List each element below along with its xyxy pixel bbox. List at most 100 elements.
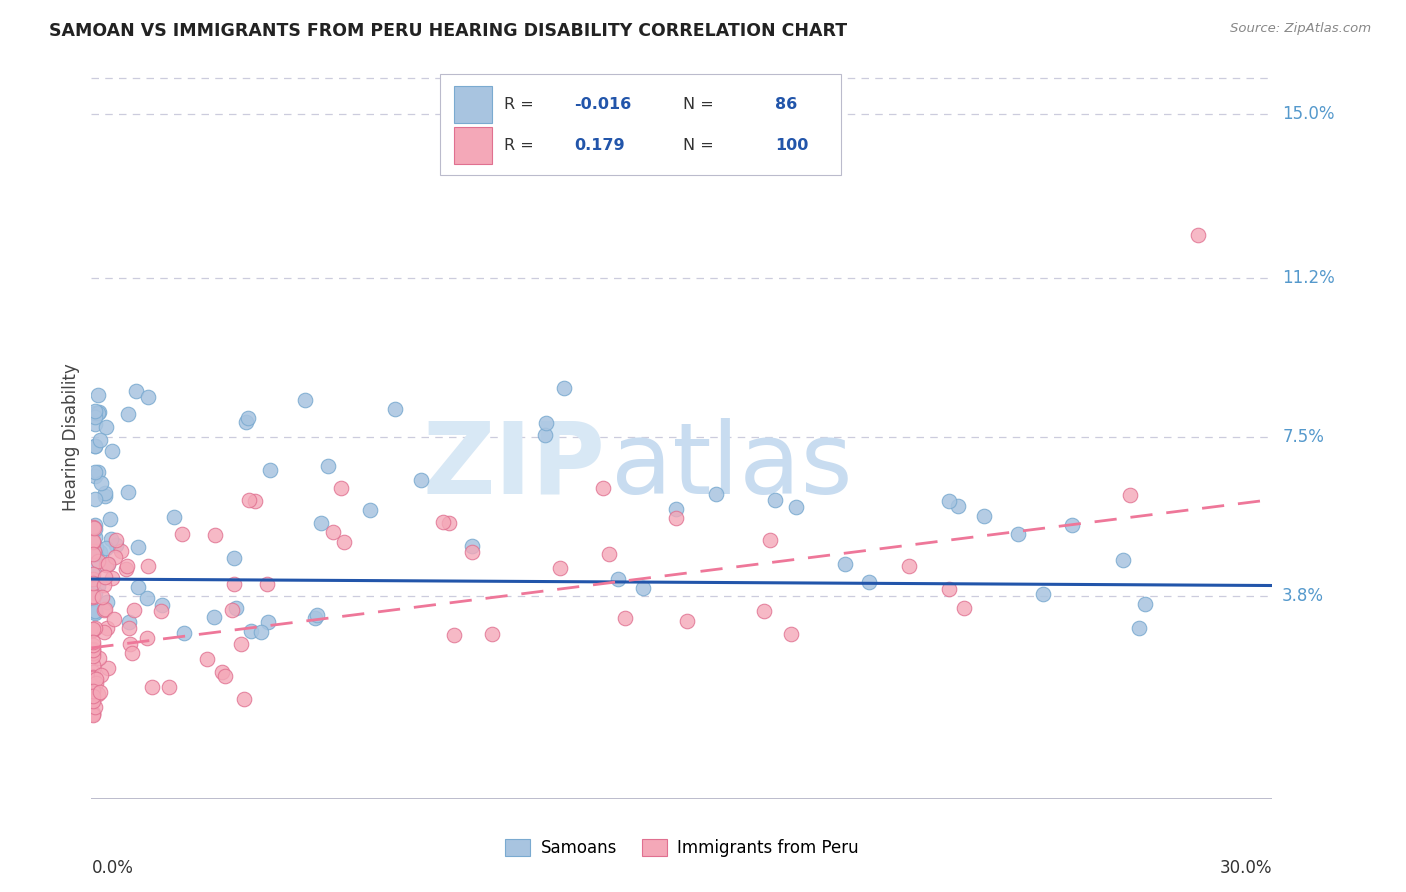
Point [82, 622, 104, 636]
Point [938, 493, 960, 508]
Text: R =: R = [503, 96, 533, 112]
Point [259, 463, 281, 477]
Point [82, 658, 104, 673]
Point [86, 687, 108, 701]
Point [82, 623, 104, 637]
Point [1119, 488, 1142, 502]
Point [236, 411, 259, 425]
Point [84, 586, 107, 600]
Text: atlas: atlas [612, 417, 852, 515]
Point [780, 627, 803, 641]
Text: 7.5%: 7.5% [1282, 428, 1324, 446]
Point [83, 621, 105, 635]
Point [606, 572, 628, 586]
Point [136, 390, 159, 404]
Point [461, 539, 484, 553]
Point [94, 570, 117, 584]
Point [1032, 587, 1054, 601]
Point [136, 591, 159, 605]
Point [1187, 227, 1209, 242]
Point [82, 590, 104, 604]
Point [439, 516, 461, 531]
Point [86, 672, 108, 686]
FancyBboxPatch shape [440, 74, 841, 175]
Point [82, 638, 104, 652]
Point [553, 381, 575, 395]
Point [117, 484, 139, 499]
Point [87, 388, 110, 402]
Point [118, 615, 141, 629]
Point [953, 600, 976, 615]
Point [973, 508, 995, 523]
Point [117, 407, 139, 421]
Point [84, 439, 107, 453]
Y-axis label: Hearing Disability: Hearing Disability [62, 363, 80, 511]
Point [89, 651, 111, 665]
Point [534, 428, 557, 442]
Point [83, 544, 105, 558]
Point [82, 691, 104, 706]
Point [82, 535, 104, 549]
Text: ZIP: ZIP [422, 417, 605, 515]
Point [97, 558, 120, 572]
Point [90, 476, 112, 491]
Point [150, 604, 173, 618]
Point [481, 627, 503, 641]
Point [122, 603, 145, 617]
Text: 86: 86 [775, 96, 797, 112]
Point [946, 500, 969, 514]
Point [785, 500, 807, 514]
Text: 15.0%: 15.0% [1282, 105, 1334, 123]
Point [82, 643, 104, 657]
Point [127, 580, 149, 594]
Point [704, 487, 727, 501]
Point [87, 554, 110, 568]
Bar [454, 86, 492, 122]
Point [120, 637, 142, 651]
Text: 0.179: 0.179 [575, 137, 626, 153]
Point [82, 689, 104, 703]
Point [82, 547, 104, 561]
Point [82, 572, 104, 586]
Point [84, 606, 107, 620]
Point [232, 691, 254, 706]
Point [136, 558, 159, 573]
Point [93, 486, 115, 500]
Point [125, 384, 148, 398]
Text: 30.0%: 30.0% [1220, 859, 1272, 877]
Point [82, 635, 104, 649]
Point [752, 604, 775, 618]
Text: 3.8%: 3.8% [1282, 587, 1324, 606]
Point [84, 604, 107, 618]
Point [96, 621, 118, 635]
Point [82, 589, 104, 603]
Point [82, 533, 104, 548]
Point [84, 492, 107, 507]
Point [82, 520, 104, 534]
Point [82, 566, 104, 581]
Point [897, 558, 920, 573]
Point [229, 637, 252, 651]
Point [93, 489, 115, 503]
Point [257, 615, 280, 629]
Point [97, 557, 120, 571]
Point [202, 610, 225, 624]
Point [94, 419, 117, 434]
Point [82, 694, 104, 708]
Point [110, 543, 132, 558]
Point [83, 521, 105, 535]
Text: Source: ZipAtlas.com: Source: ZipAtlas.com [1230, 22, 1371, 36]
Point [758, 533, 780, 547]
Point [240, 624, 263, 638]
Point [214, 669, 236, 683]
Point [197, 652, 219, 666]
Point [225, 601, 247, 615]
Text: -0.016: -0.016 [575, 96, 631, 112]
Point [90, 668, 112, 682]
Point [82, 683, 104, 698]
Point [84, 406, 107, 420]
Point [432, 516, 454, 530]
Point [763, 493, 786, 508]
Point [150, 599, 173, 613]
Point [84, 530, 107, 544]
